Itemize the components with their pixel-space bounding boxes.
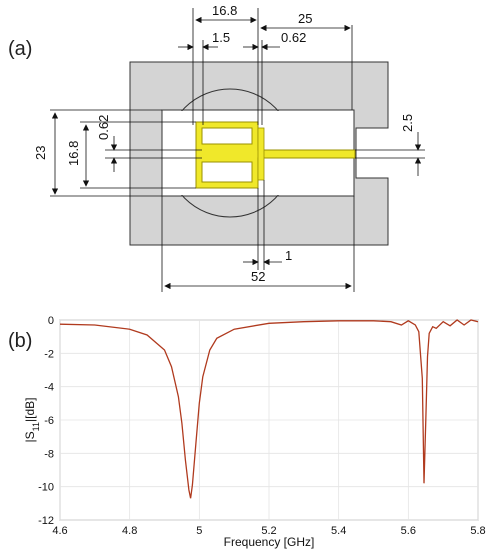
x-tick-label: 4.6 — [52, 525, 67, 537]
panel-b-label: (b) — [8, 330, 33, 352]
dim-gap-left: 0.62 — [96, 115, 111, 140]
radiating-patch — [195, 121, 356, 189]
antenna-diagram: 16.8 25 1.5 0.62 23 16.8 0.62 2.5 1 52 — [33, 3, 425, 292]
y-tick-label: -12 — [38, 515, 54, 527]
x-tick-label: 5 — [196, 525, 202, 537]
s11-series-line — [59, 319, 479, 499]
y-tick-label: -4 — [44, 382, 54, 394]
panel-a-label: (a) — [8, 38, 33, 60]
y-tick-label: -8 — [44, 448, 54, 460]
dim-feed-width: 2.5 — [400, 114, 415, 132]
y-tick-labels: 0 -2 -4 -6 -8 -10 -12 — [38, 315, 54, 527]
dim-top-width: 16.8 — [212, 3, 237, 18]
dim-gap-top: 0.62 — [281, 30, 306, 45]
x-axis-label: Frequency [GHz] — [224, 535, 315, 549]
y-tick-label: -6 — [44, 415, 54, 427]
x-tick-label: 5.8 — [470, 525, 485, 537]
x-tick-label: 5.4 — [331, 525, 346, 537]
grid-lines — [59, 319, 479, 521]
y-tick-label: 0 — [48, 315, 54, 327]
dim-inner-height: 16.8 — [66, 141, 81, 166]
y-axis-label: |S11|[dB] — [23, 398, 41, 443]
x-tick-label: 5.2 — [261, 525, 276, 537]
dim-bottom-length: 52 — [251, 269, 265, 284]
dim-height-total: 23 — [33, 146, 48, 160]
s11-chart: 4.6 4.8 5 5.2 5.4 5.6 5.8 0 -2 -4 -6 -8 -10 -12 Freq… — [23, 315, 486, 549]
x-tick-labels: 4.6 4.8 5 5.2 5.4 5.6 5.8 — [52, 525, 485, 537]
x-tick-label: 4.8 — [122, 525, 137, 537]
dim-slot-width: 1.5 — [212, 30, 230, 45]
y-tick-label: -2 — [44, 348, 54, 360]
x-tick-label: 5.6 — [401, 525, 416, 537]
dim-bottom-small: 1 — [285, 248, 292, 263]
y-tick-label: -10 — [38, 482, 54, 494]
dim-right-length: 25 — [298, 11, 312, 26]
